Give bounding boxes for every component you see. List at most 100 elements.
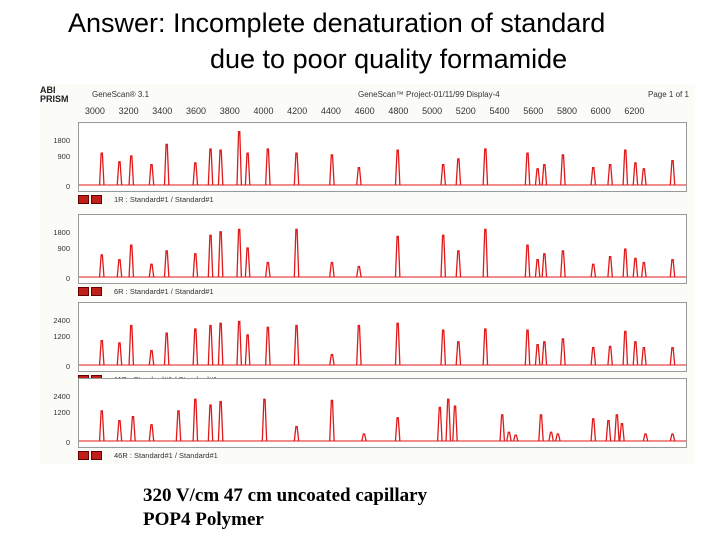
trace-peak — [293, 425, 300, 442]
trace-peak — [217, 400, 224, 442]
trace-peak — [261, 398, 268, 442]
trace-peak — [534, 344, 541, 366]
trace-peak — [607, 256, 613, 278]
sample-marker-icon[interactable] — [91, 286, 102, 296]
trace-peak — [622, 149, 629, 186]
y-axis-label: 1200 — [53, 332, 70, 341]
app-name: GeneScan® 3.1 — [92, 90, 150, 99]
trace-peak — [622, 248, 629, 278]
trace-peak — [394, 417, 401, 442]
sample-label: 6R : Standard#1 / Standard#1 — [114, 286, 214, 296]
trace-peak — [264, 148, 271, 186]
sample-marker-icon[interactable] — [78, 450, 89, 460]
trace-peak — [669, 346, 676, 366]
y-axis-label: 0 — [65, 182, 70, 191]
trace-peak — [244, 247, 251, 278]
trace-peak — [560, 338, 566, 366]
x-tick-label: 4200 — [287, 106, 308, 116]
trace-peak — [207, 148, 214, 186]
x-tick-label: 4000 — [253, 106, 274, 116]
x-tick-label: 5400 — [489, 106, 510, 116]
trace-peak — [632, 162, 639, 186]
trace-peak — [356, 324, 362, 366]
trace-plot — [79, 398, 686, 442]
trace-peak — [217, 149, 224, 186]
x-tick-label: 3400 — [152, 106, 173, 116]
trace-peak — [642, 433, 649, 442]
trace-peak — [130, 415, 136, 442]
x-tick-label: 6200 — [624, 106, 645, 116]
sample-marker-icon[interactable] — [78, 194, 89, 204]
x-tick-label: 4400 — [320, 106, 341, 116]
trace-peak — [244, 152, 251, 186]
y-axis-label: 1200 — [53, 408, 70, 417]
trace-peak — [614, 414, 620, 442]
slide-title-line1: Answer: Incomplete denaturation of stand… — [68, 8, 606, 38]
trace-peak — [329, 399, 335, 442]
trace-peak — [98, 152, 105, 186]
trace-peak — [244, 334, 251, 366]
trace-peak — [440, 164, 447, 186]
trace-panel — [78, 302, 687, 372]
trace-peak — [98, 339, 105, 366]
x-tick-label: 3800 — [219, 106, 240, 116]
genescan-screenshot: ABI PRISM GeneScan® 3.1 GeneScan™ Projec… — [40, 84, 695, 464]
trace-peak — [163, 143, 170, 186]
trace-peak — [236, 320, 243, 366]
y-axis-label: 900 — [57, 244, 70, 253]
trace-peak — [163, 332, 170, 366]
y-axis-label: 0 — [65, 362, 70, 371]
trace-peak — [455, 158, 462, 186]
run-conditions-line1: 320 V/cm 47 cm uncoated capillary — [143, 485, 428, 506]
trace-peak — [452, 405, 458, 442]
trace-peak — [192, 162, 199, 186]
logo-line2: PRISM — [40, 94, 69, 104]
trace-peak — [236, 130, 243, 186]
sample-marker-icon[interactable] — [78, 286, 89, 296]
trace-peak — [217, 231, 224, 278]
x-tick-label: 5200 — [455, 106, 476, 116]
trace-peak — [192, 253, 199, 278]
trace-peak — [512, 434, 519, 442]
trace-peak — [640, 346, 647, 366]
trace-peak — [560, 250, 566, 278]
y-axis-label: 900 — [57, 152, 70, 161]
sample-marker-icon[interactable] — [91, 450, 102, 460]
trace-peak — [590, 166, 597, 186]
trace-peak — [440, 329, 447, 366]
x-tick-label: 5600 — [523, 106, 544, 116]
trace-peak — [590, 263, 597, 278]
trace-peak — [148, 349, 155, 366]
trace-peak — [98, 410, 105, 442]
trace-peak — [148, 164, 155, 186]
trace-peak — [116, 420, 123, 442]
x-tick-label: 3200 — [118, 106, 139, 116]
x-tick-label: 5800 — [556, 106, 577, 116]
trace-peak — [455, 341, 462, 366]
page-indicator: Page 1 of 1 — [648, 90, 689, 99]
trace-peak — [482, 148, 489, 186]
trace-peak — [632, 257, 639, 278]
trace-peak — [217, 322, 224, 366]
trace-peak — [524, 244, 531, 278]
x-tick-label: 6000 — [590, 106, 611, 116]
trace-peak — [607, 164, 613, 186]
trace-peak — [356, 265, 362, 278]
sample-marker-icon[interactable] — [91, 194, 102, 204]
trace-peak — [534, 258, 541, 278]
trace-peak — [534, 168, 541, 186]
trace-peak — [329, 353, 335, 366]
trace-peak — [445, 398, 452, 442]
trace-peak — [541, 341, 548, 366]
trace-peak — [560, 154, 566, 186]
trace-peak — [440, 234, 447, 278]
trace-peak — [669, 258, 676, 278]
trace-peak — [482, 328, 489, 366]
trace-peak — [641, 261, 647, 278]
trace-panel — [78, 378, 687, 448]
trace-peak — [436, 406, 443, 442]
trace-peak — [555, 433, 561, 442]
y-axis-label: 0 — [65, 274, 70, 283]
trace-peak — [541, 164, 548, 186]
trace-peak — [329, 261, 335, 278]
